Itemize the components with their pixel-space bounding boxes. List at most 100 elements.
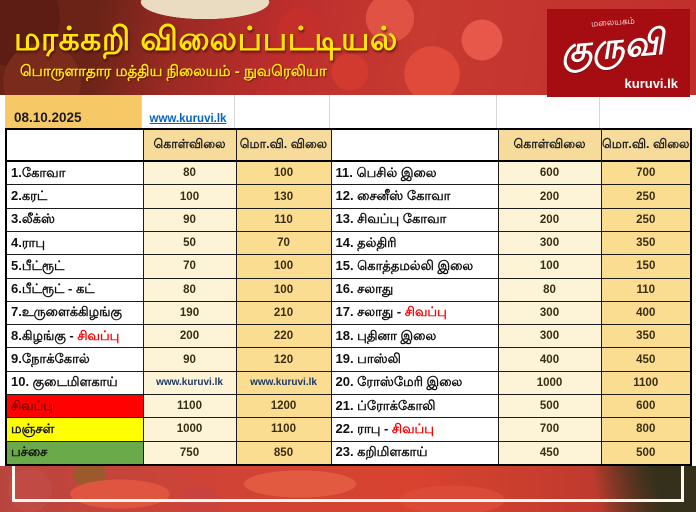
wholesale-price-cell: 300	[497, 300, 602, 326]
table-row: 1.கோவா 80 100 11. பெசில் இலை 600 700	[5, 160, 692, 186]
page-subtitle: பொருளாதார மத்திய நிலையம் - நுவரெலியா	[20, 63, 327, 80]
wholesale-price-cell: 300	[497, 324, 602, 349]
wholesale-price-cell: 300	[497, 230, 602, 256]
date-row: 08.10.2025 www.kuruvi.lk	[5, 95, 690, 128]
retail-price-cell: 70	[235, 230, 332, 256]
item-cell: 18. புதினா இலை	[330, 324, 499, 349]
website-link-cell: www.kuruvi.lk	[142, 95, 235, 128]
item-cell: 12. சைனீஸ் கோவா	[330, 184, 499, 209]
retail-price-cell: 130	[235, 184, 332, 209]
item-cell: மஞ்சள்	[5, 417, 144, 442]
footer-photo-band	[0, 466, 696, 512]
wholesale-price-cell: 200	[497, 207, 602, 232]
item-cell: பச்சை	[5, 440, 144, 466]
wholesale-price-cell: 400	[497, 347, 602, 372]
retail-price-cell: 1200	[235, 393, 332, 419]
empty-cell	[235, 95, 330, 128]
wholesale-price-cell: www.kuruvi.lk	[142, 370, 237, 395]
wholesale-price-cell: 1000	[497, 370, 602, 395]
item-cell: 4.ராபு	[5, 230, 144, 256]
item-cell: 2.கரட்	[5, 184, 144, 209]
empty-cell	[497, 95, 600, 128]
item-cell: 21. ப்ரோக்கோலி	[330, 393, 499, 419]
retail-price-cell: 250	[600, 184, 692, 209]
website-link[interactable]: www.kuruvi.lk	[149, 113, 227, 125]
table-row: 9.நோக்கோல் 90 120 19. பாஸ்லி 400 450	[5, 347, 692, 372]
table-row: 2.கரட் 100 130 12. சைனீஸ் கோவா 200 250	[5, 184, 692, 209]
retail-price-cell: 700	[600, 160, 692, 186]
wholesale-price-cell: 1000	[142, 417, 237, 442]
table-row: 5.பீட்ரூட் 70 100 15. கொத்தமல்லி இலை 100 150	[5, 254, 692, 279]
retail-price-cell: 1100	[235, 417, 332, 442]
item-cell: 10. குடைமிளகாய்	[5, 370, 144, 395]
wholesale-price-cell: 190	[142, 300, 237, 326]
item-cell: 8.கிழங்கு - சிவப்பு	[5, 324, 144, 349]
wholesale-price-cell: 80	[142, 277, 237, 302]
wholesale-price-cell: 100	[142, 184, 237, 209]
item-cell: 20. ரோஸ்மேரி இலை	[330, 370, 499, 395]
retail-price-cell: 110	[235, 207, 332, 232]
item-cell: 6.பீட்ரூட் - கட்	[5, 277, 144, 302]
wholesale-price-cell: 70	[142, 254, 237, 279]
retail-price-cell: 800	[600, 417, 692, 442]
retail-column-header: மொ.வி. விலை	[235, 128, 332, 162]
kuruvi-logo: மலையகம் குருவி kuruvi.lk	[547, 9, 690, 97]
wholesale-price-cell: 700	[497, 417, 602, 442]
retail-price-cell: 1100	[600, 370, 692, 395]
wholesale-price-cell: 200	[142, 324, 237, 349]
wholesale-column-header: கொள்விலை	[142, 128, 237, 162]
empty-cell	[330, 95, 497, 128]
item-cell: 23. கறிமிளகாய்	[330, 440, 499, 466]
price-table-body: 1.கோவா 80 100 11. பெசில் இலை 600 700 2.கரட் 100…	[5, 160, 692, 466]
wholesale-price-cell: 1100	[142, 393, 237, 419]
item-header-empty	[330, 128, 499, 162]
table-row: 8.கிழங்கு - சிவப்பு 200 220 18. புதினா இலை 3…	[5, 324, 692, 349]
item-cell: 16. சலாது	[330, 277, 499, 302]
retail-price-cell: 350	[600, 230, 692, 256]
item-cell: 5.பீட்ரூட்	[5, 254, 144, 279]
table-row: பச்சை 750 850 23. கறிமிளகாய் 450 500	[5, 440, 692, 466]
wholesale-price-cell: 80	[142, 160, 237, 186]
retail-price-cell: 100	[235, 160, 332, 186]
item-cell: 19. பாஸ்லி	[330, 347, 499, 372]
wholesale-price-cell: 750	[142, 440, 237, 466]
accent-label: சிவப்பு	[77, 327, 120, 343]
table-header-row: கொள்விலை மொ.வி. விலை கொள்விலை மொ.வி. வில…	[5, 128, 692, 162]
table-row: 6.பீட்ரூட் - கட் 80 100 16. சலாது 80 110	[5, 277, 692, 302]
accent-label: சிவப்பு	[404, 304, 447, 320]
item-cell: சிவப்பு	[5, 393, 144, 419]
price-table: கொள்விலை மொ.வி. விலை கொள்விலை மொ.வி. வில…	[5, 128, 692, 466]
wholesale-price-cell: 100	[497, 254, 602, 279]
retail-price-cell: 400	[600, 300, 692, 326]
table-row: 7.உருளைக்கிழங்கு 190 210 17. சலாது - சிவப்ப…	[5, 300, 692, 326]
item-cell: 22. ராபு - சிவப்பு	[330, 417, 499, 442]
table-row: 4.ராபு 50 70 14. தல்திரி 300 350	[5, 230, 692, 256]
retail-column-header: மொ.வி. விலை	[600, 128, 692, 162]
logo-wordmark: குருவி	[559, 22, 666, 71]
wholesale-price-cell: 450	[497, 440, 602, 466]
item-cell: 13. சிவப்பு கோவா	[330, 207, 499, 232]
item-cell: 9.நோக்கோல்	[5, 347, 144, 372]
empty-cell	[600, 95, 690, 128]
wholesale-price-cell: 500	[497, 393, 602, 419]
table-row: சிவப்பு 1100 1200 21. ப்ரோக்கோலி 500 600	[5, 393, 692, 419]
retail-price-cell: 220	[235, 324, 332, 349]
item-header-empty	[5, 128, 144, 162]
retail-price-cell: 100	[235, 254, 332, 279]
retail-price-cell: 450	[600, 347, 692, 372]
date-label: 08.10.2025	[5, 95, 142, 128]
retail-price-cell: 600	[600, 393, 692, 419]
wholesale-price-cell: 90	[142, 347, 237, 372]
wholesale-price-cell: 80	[497, 277, 602, 302]
retail-price-cell: 210	[235, 300, 332, 326]
item-cell: 3.லீக்ஸ்	[5, 207, 144, 232]
table-row: மஞ்சள் 1000 1100 22. ராபு - சிவப்பு 700 800	[5, 417, 692, 442]
item-cell: 17. சலாது - சிவப்பு	[330, 300, 499, 326]
logo-site-url: kuruvi.lk	[624, 76, 678, 91]
wholesale-column-header: கொள்விலை	[497, 128, 602, 162]
wholesale-price-cell: 600	[497, 160, 602, 186]
item-cell: 7.உருளைக்கிழங்கு	[5, 300, 144, 326]
wholesale-price-cell: 50	[142, 230, 237, 256]
table-row: 10. குடைமிளகாய் www.kuruvi.lk www.kuruvi.l…	[5, 370, 692, 395]
